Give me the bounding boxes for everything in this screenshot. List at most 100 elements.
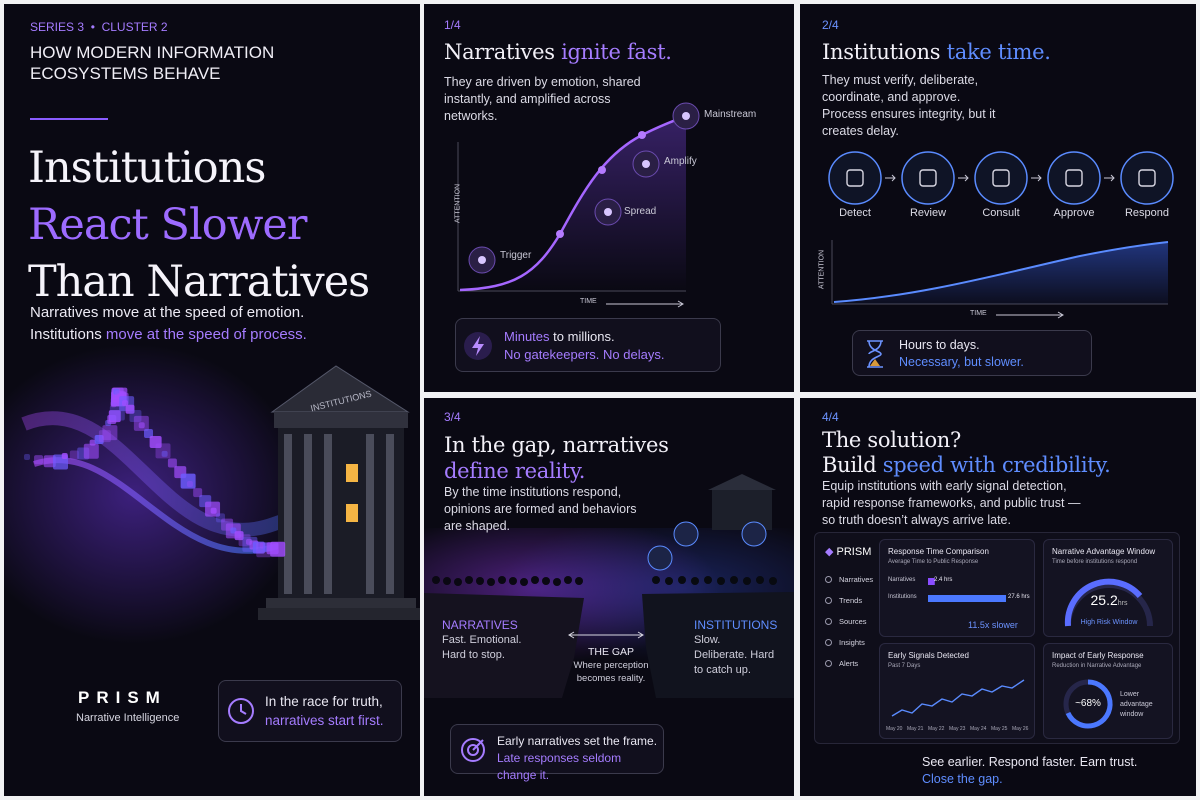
title-text: In the gap, narratives bbox=[444, 433, 669, 457]
person bbox=[691, 577, 699, 585]
narratives-note: NARRATIVES Fast. Emotional. Hard to stop. bbox=[442, 618, 522, 663]
panel-title: In the gap, narratives define reality. bbox=[444, 432, 669, 484]
panel-body: They are driven by emotion, shared insta… bbox=[444, 75, 641, 123]
card-impact: Impact of Early Response Reduction in Na… bbox=[1043, 643, 1173, 739]
icon-tile bbox=[98, 430, 111, 443]
callout: In the race for truth, narratives start … bbox=[218, 680, 402, 742]
person bbox=[717, 577, 725, 585]
title-line: React Slower bbox=[28, 200, 307, 250]
nav-item: Narratives bbox=[839, 575, 874, 584]
note-head: THE GAP bbox=[587, 646, 635, 658]
callout-line: In the race for truth, bbox=[265, 694, 383, 709]
callout-line: No gatekeepers. No delays. bbox=[504, 347, 665, 362]
person bbox=[432, 576, 440, 584]
separator: • bbox=[84, 20, 102, 34]
panel-label: 3/4 bbox=[444, 410, 461, 424]
person bbox=[743, 577, 751, 585]
stage-label: Mainstream bbox=[704, 109, 757, 120]
panel-body: They must verify, deliberate, coordinate… bbox=[822, 73, 996, 138]
callout-text: Hours to days. Necessary, but slower. bbox=[899, 337, 1024, 371]
card-signals: Early Signals Detected Past 7 Days May 2… bbox=[879, 643, 1035, 739]
icon-tile bbox=[69, 450, 79, 460]
bar-value-label: 27.6 hrs bbox=[1008, 594, 1030, 600]
stage-icon-dot bbox=[478, 256, 486, 264]
title-highlight: define reality. bbox=[444, 459, 586, 483]
title-line: Than Narratives bbox=[28, 257, 370, 307]
icon-tile bbox=[144, 428, 154, 438]
nav-icon bbox=[825, 597, 832, 604]
curve bbox=[833, 241, 1169, 303]
curve-area bbox=[460, 116, 686, 291]
person bbox=[704, 576, 712, 584]
time-arrow-head bbox=[677, 300, 684, 308]
panel-body: By the time institutions respond, opinio… bbox=[444, 485, 637, 533]
panel-title: Institutions take time. bbox=[822, 40, 1051, 64]
nav-icon bbox=[825, 576, 832, 583]
title-highlight: ignite fast. bbox=[561, 40, 672, 64]
callout-text: Early narratives set the frame. Late res… bbox=[497, 733, 663, 784]
nav-icon bbox=[825, 639, 832, 646]
icon-tile bbox=[138, 422, 145, 429]
icon-tile bbox=[270, 541, 286, 557]
main-title: Institutions React Slower Than Narrative… bbox=[28, 140, 370, 311]
card-title: Early Signals Detected bbox=[888, 651, 969, 660]
dashboard: ◆ PRISM Narratives Trends Sources Insights A… bbox=[814, 532, 1180, 744]
panel-title: Narratives ignite fast. bbox=[444, 40, 672, 64]
date-label: May 23 bbox=[949, 726, 966, 732]
brand: PRISM bbox=[78, 688, 167, 707]
icon-tile bbox=[94, 435, 104, 445]
icon-tile bbox=[193, 488, 203, 498]
nav-item: Alerts bbox=[839, 659, 859, 668]
step-icon bbox=[828, 151, 882, 205]
nav-item: Trends bbox=[839, 596, 863, 605]
callout-line: Late responses seldom change it. bbox=[497, 751, 622, 782]
y-axis-label: ATTENTION bbox=[818, 249, 826, 290]
person bbox=[652, 576, 660, 584]
icon-tile bbox=[186, 481, 193, 488]
cluster: CLUSTER 2 bbox=[101, 20, 168, 34]
institutions-note: INSTITUTIONS Slow. Deliberate. Hard to ca… bbox=[694, 618, 777, 678]
process-chart bbox=[828, 151, 1174, 319]
note-body: Slow. Deliberate. Hard to catch up. bbox=[694, 634, 775, 676]
panel-4: 4/4 The solution? Build speed with credib… bbox=[800, 398, 1196, 796]
gap-illustration bbox=[424, 474, 794, 698]
gauge-caption: High Risk Window bbox=[1080, 619, 1138, 626]
person bbox=[564, 576, 572, 584]
icon-tile bbox=[210, 507, 217, 514]
note-body: Where perception becomes reality. bbox=[573, 660, 649, 684]
footer: See earlier. Respond faster. Earn trust.… bbox=[922, 754, 1137, 788]
step-arrow bbox=[1031, 174, 1042, 182]
impact-donut bbox=[1063, 679, 1113, 729]
series: SERIES 3 bbox=[30, 20, 85, 34]
panel-title: The solution? Build speed with credibilit… bbox=[822, 428, 1111, 478]
step-label: Approve bbox=[1053, 207, 1095, 219]
step-glyph bbox=[992, 169, 1010, 187]
card-subtitle: Reduction in Narrative Advantage bbox=[1052, 663, 1142, 669]
step-label: Consult bbox=[982, 207, 1020, 219]
icon-tile bbox=[61, 452, 68, 459]
callout-line: Early narratives set the frame. bbox=[497, 734, 658, 748]
dash-brand-text: PRISM bbox=[836, 546, 872, 558]
step-icon bbox=[974, 151, 1028, 205]
icon-tile bbox=[125, 404, 135, 414]
clock-icon bbox=[228, 698, 254, 724]
crowd bbox=[432, 576, 777, 586]
person bbox=[487, 578, 495, 586]
icon-tile bbox=[230, 527, 237, 534]
icon-tile bbox=[234, 531, 244, 541]
footer-line: See earlier. Respond faster. Earn trust. bbox=[922, 755, 1138, 769]
subtitle-text: Institutions bbox=[30, 326, 102, 343]
step-label: Respond bbox=[1124, 207, 1170, 219]
date-label: May 26 bbox=[1012, 726, 1029, 732]
icon-tile bbox=[24, 454, 30, 460]
callout: Minutes to millions. No gatekeepers. No … bbox=[455, 318, 721, 372]
person bbox=[476, 577, 484, 585]
step-icon bbox=[901, 151, 955, 205]
stage-label: Trigger bbox=[500, 250, 532, 261]
panel-1: 1/4 Narratives ignite fast. They are dri… bbox=[424, 4, 794, 392]
icon-tile bbox=[180, 473, 196, 489]
gap-note: THE GAP Where perception becomes reality. bbox=[570, 646, 652, 685]
time-arrow-head bbox=[1057, 311, 1064, 319]
card-title: Response Time Comparison bbox=[888, 547, 989, 556]
person bbox=[531, 576, 539, 584]
